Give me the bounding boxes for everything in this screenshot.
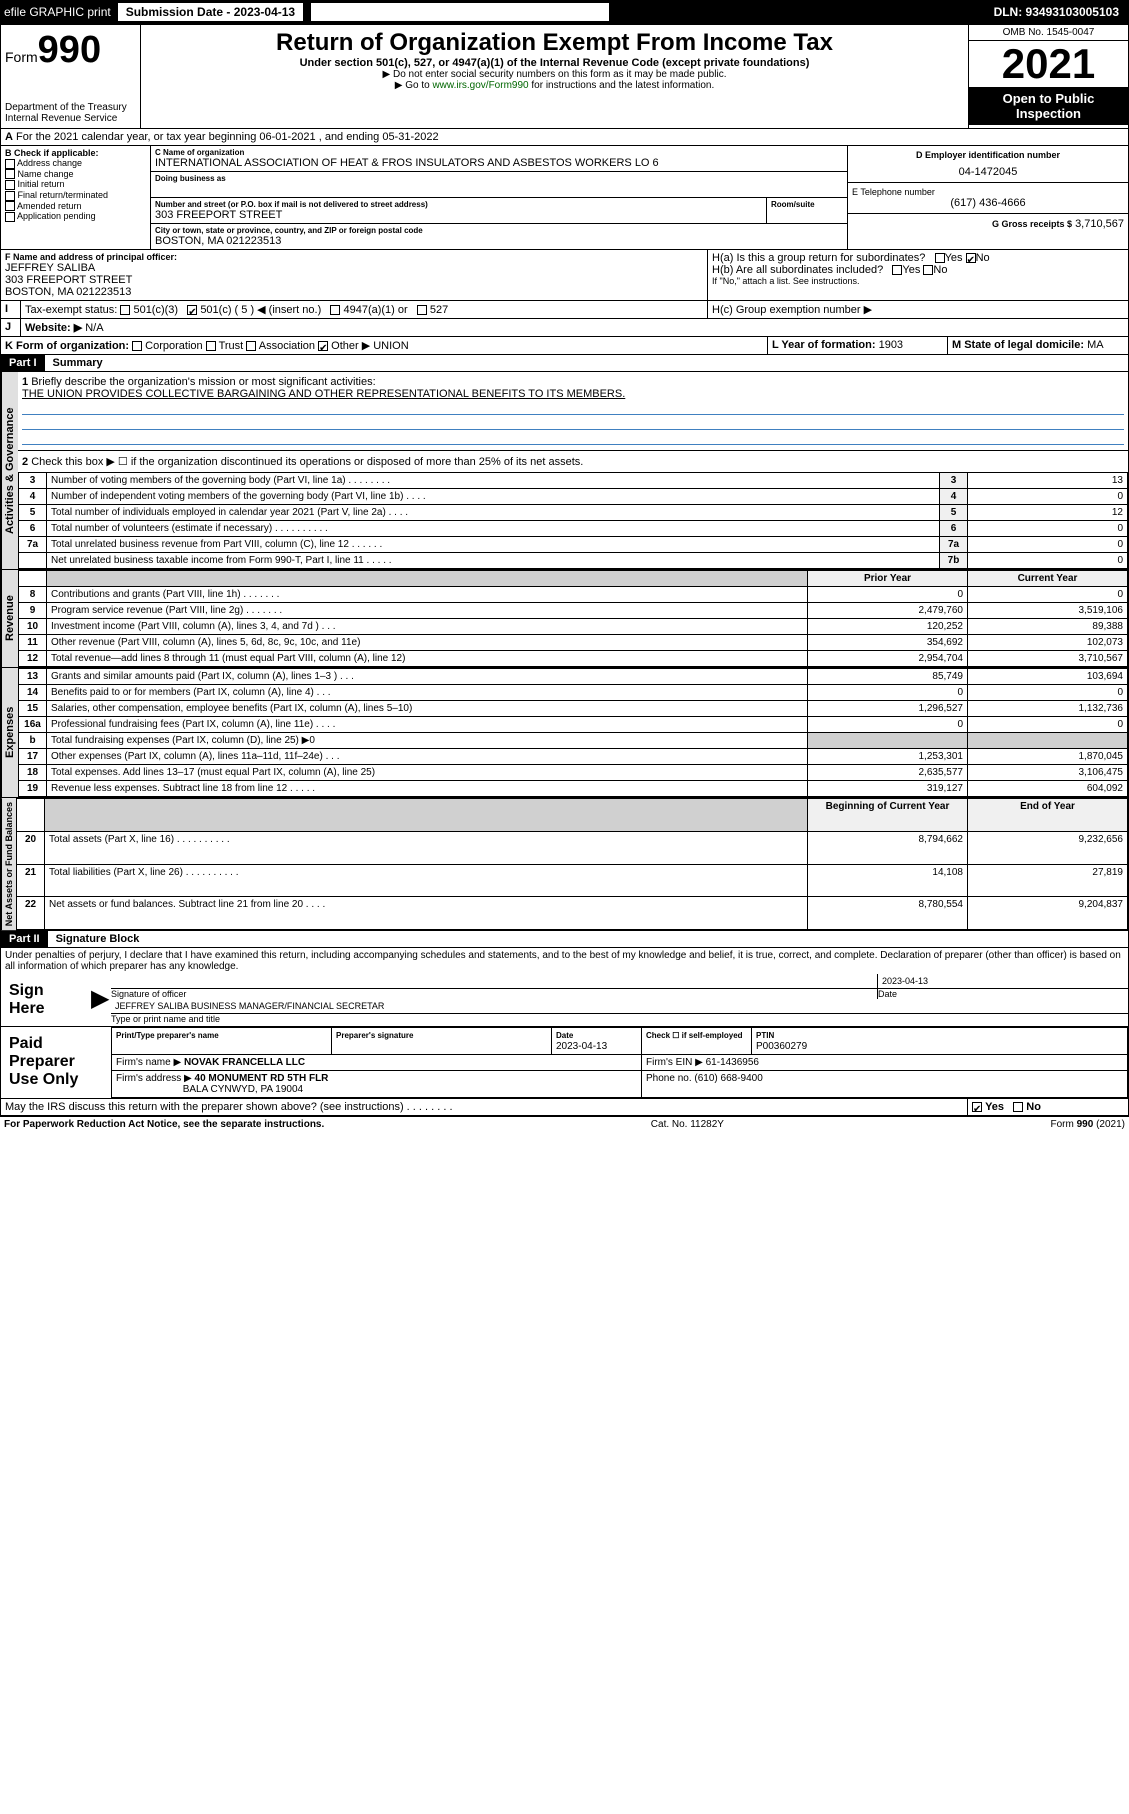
form-header: Form990 Department of the Treasury Inter… <box>0 24 1129 129</box>
vtab-expenses: Expenses <box>1 668 18 797</box>
officer-city: BOSTON, MA 021223513 <box>5 286 703 298</box>
vtab-governance: Activities & Governance <box>1 372 18 569</box>
dln-label: DLN: 93493103005103 <box>994 5 1119 19</box>
footer-left: For Paperwork Reduction Act Notice, see … <box>4 1119 324 1130</box>
gross-label: G Gross receipts $ <box>992 219 1072 229</box>
section-b: B Check if applicable: Address change Na… <box>1 146 151 249</box>
chk-pending: Application pending <box>5 211 146 222</box>
line-a: A For the 2021 calendar year, or tax yea… <box>1 129 1128 145</box>
identity-block: B Check if applicable: Address change Na… <box>0 146 1129 250</box>
h-c: H(c) Group exemption number ▶ <box>708 301 1128 318</box>
penalty-text: Under penalties of perjury, I declare th… <box>0 948 1129 974</box>
part1-title: Summary <box>45 355 111 371</box>
form-number: Form990 <box>5 29 136 72</box>
line2: Check this box ▶ ☐ if the organization d… <box>31 456 583 468</box>
ein-label: D Employer identification number <box>852 150 1124 160</box>
hint-link: ▶ Go to www.irs.gov/Form990 for instruct… <box>145 80 964 91</box>
dba-label: Doing business as <box>155 174 843 183</box>
ein-value: 04-1472045 <box>852 166 1124 178</box>
sig-date-label: Date <box>878 989 1128 999</box>
h-a: H(a) Is this a group return for subordin… <box>712 252 1124 264</box>
irs-link[interactable]: www.irs.gov/Form990 <box>432 80 528 91</box>
part2-header: Part II <box>1 931 48 947</box>
dept-label: Department of the Treasury <box>5 102 136 113</box>
mission-label: Briefly describe the organization's miss… <box>31 376 375 388</box>
room-label: Room/suite <box>771 200 843 209</box>
footer-mid: Cat. No. 11282Y <box>651 1119 724 1130</box>
vtab-net: Net Assets or Fund Balances <box>1 798 16 930</box>
efile-label: efile GRAPHIC print <box>4 5 111 19</box>
chk-final: Final return/terminated <box>5 190 146 201</box>
sig-name: JEFFREY SALIBA BUSINESS MANAGER/FINANCIA… <box>111 999 1128 1014</box>
submission-date-button[interactable]: Submission Date - 2023-04-13 <box>117 2 304 22</box>
gross-value: 3,710,567 <box>1075 218 1124 230</box>
vtab-revenue: Revenue <box>1 570 18 667</box>
hint-ssn: ▶ Do not enter social security numbers o… <box>145 69 964 80</box>
officer-name: JEFFREY SALIBA <box>5 262 703 274</box>
may-discuss: May the IRS discuss this return with the… <box>1 1099 968 1115</box>
blank-button[interactable] <box>310 2 610 22</box>
c-label: C Name of organization <box>155 148 843 157</box>
paid-preparer: Paid Preparer Use Only <box>1 1027 111 1098</box>
footer-right: Form 990 (2021) <box>1051 1119 1126 1130</box>
form-org: K Form of organization: Corporation Trus… <box>1 337 768 354</box>
tax-year: 2021 <box>969 41 1128 87</box>
org-name: INTERNATIONAL ASSOCIATION OF HEAT & FROS… <box>155 157 843 169</box>
open-public: Open to Public Inspection <box>969 87 1128 125</box>
chk-address: Address change <box>5 158 146 169</box>
sig-officer-label: Signature of officer <box>111 989 877 999</box>
sig-date: 2023-04-13 <box>878 974 1128 989</box>
irs-label: Internal Revenue Service <box>5 113 136 124</box>
year-formation: L Year of formation: 1903 <box>768 337 948 354</box>
officer-label: F Name and address of principal officer: <box>5 252 703 262</box>
sig-name-label: Type or print name and title <box>111 1014 1128 1024</box>
org-address: 303 FREEPORT STREET <box>155 209 762 221</box>
website: Website: ▶ N/A <box>21 319 1128 336</box>
addr-label: Number and street (or P.O. box if mail i… <box>155 200 762 209</box>
top-bar: efile GRAPHIC print Submission Date - 20… <box>0 0 1129 24</box>
mission-text: THE UNION PROVIDES COLLECTIVE BARGAINING… <box>22 388 625 400</box>
sign-here: Sign Here <box>1 974 91 1026</box>
form-subtitle: Under section 501(c), 527, or 4947(a)(1)… <box>145 57 964 69</box>
tax-status: Tax-exempt status: 501(c)(3) 501(c) ( 5 … <box>21 301 708 318</box>
part1-header: Part I <box>1 355 45 371</box>
h-b: H(b) Are all subordinates included? Yes … <box>712 264 1124 276</box>
form-title: Return of Organization Exempt From Incom… <box>145 29 964 57</box>
state-domicile: M State of legal domicile: MA <box>948 337 1128 354</box>
officer-addr: 303 FREEPORT STREET <box>5 274 703 286</box>
tel-value: (617) 436-4666 <box>852 197 1124 209</box>
org-city: BOSTON, MA 021223513 <box>155 235 843 247</box>
chk-amended: Amended return <box>5 201 146 212</box>
tel-label: E Telephone number <box>852 187 1124 197</box>
part2-title: Signature Block <box>48 931 148 947</box>
chk-initial: Initial return <box>5 179 146 190</box>
omb-number: OMB No. 1545-0047 <box>969 25 1128 41</box>
city-label: City or town, state or province, country… <box>155 226 843 235</box>
h-b-note: If "No," attach a list. See instructions… <box>712 276 1124 286</box>
chk-name: Name change <box>5 169 146 180</box>
